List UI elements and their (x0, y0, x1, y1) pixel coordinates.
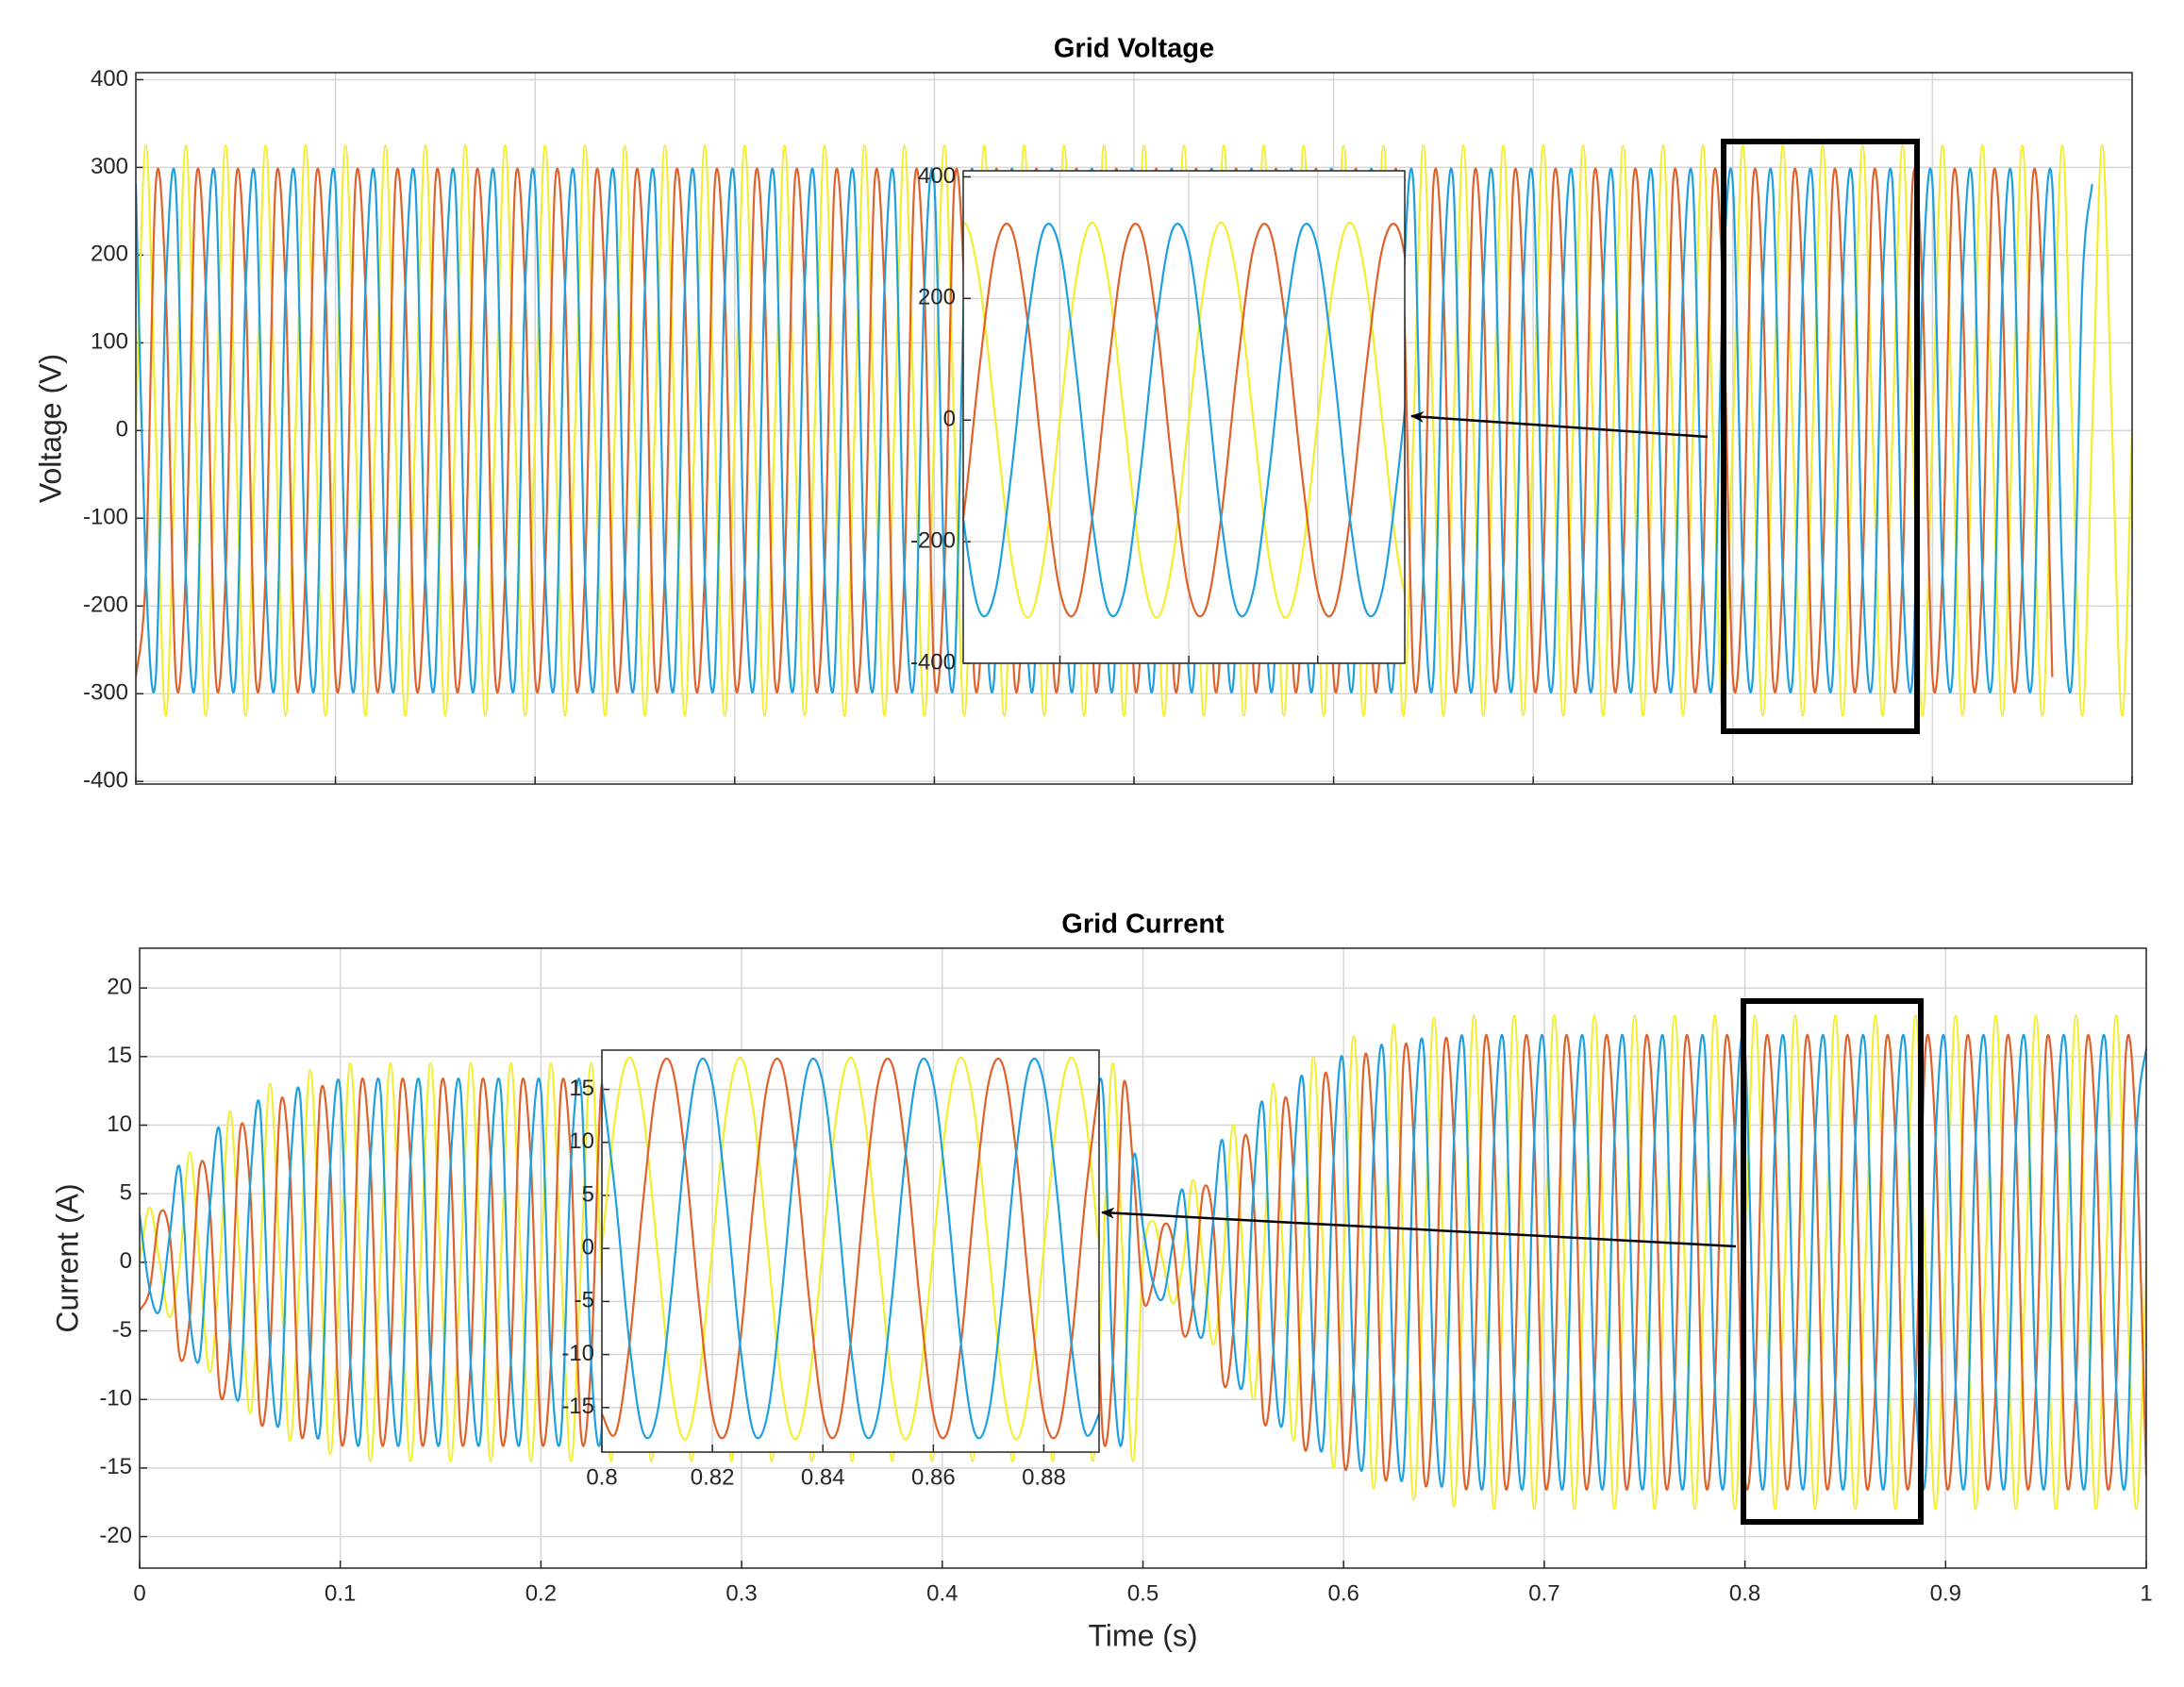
axes-frame (135, 72, 2133, 785)
y-tick-label: -200 (83, 593, 128, 618)
axes-frame (962, 170, 1406, 664)
x-tick-label: 0.8 (1729, 1580, 1760, 1606)
y-tick-label: -300 (83, 680, 128, 706)
axes-frame (601, 1049, 1100, 1453)
annotations (1101, 139, 1924, 1525)
x-tick-label: 0.9 (1930, 1580, 1961, 1606)
inset-plot: -400 -200 0 200 400 (910, 163, 1406, 675)
series-line (602, 1056, 1099, 1441)
zoom-region (1741, 998, 1924, 1525)
y-tick-label: 5 (582, 1181, 594, 1207)
y-tick-label: 0 (943, 407, 956, 432)
series-line (140, 1033, 2146, 1491)
y-tick-label: 0 (116, 417, 128, 443)
y-tick-label: -10 (561, 1341, 594, 1366)
x-tick-label: 0.2 (525, 1580, 557, 1606)
series-line (602, 1058, 1099, 1440)
y-tick-label: -10 (99, 1386, 132, 1411)
x-tick-label: 0.5 (1127, 1580, 1159, 1606)
y-tick-label: 400 (918, 163, 956, 189)
zoom-arrow (1410, 410, 1709, 439)
x-tick-label: 0.8 (586, 1464, 617, 1490)
x-tick-label: 0 (133, 1580, 145, 1606)
y-tick-label: 15 (107, 1043, 132, 1068)
y-tick-label: 10 (569, 1128, 594, 1154)
plot-area (602, 1050, 1099, 1452)
series-line (963, 223, 1405, 618)
x-tick-label: 0.1 (325, 1580, 356, 1606)
series-line (136, 167, 2093, 693)
y-tick-label: -20 (99, 1523, 132, 1548)
chart-title: Grid Voltage (1054, 34, 1214, 64)
x-tick-label: 0.4 (926, 1580, 958, 1606)
y-axis-label: Voltage (V) (33, 354, 67, 503)
inset-plot: -15 -10 -5 0 5 10 15 0.8 0.82 0.84 0.86 0.88 (561, 1049, 1100, 1490)
series-line (602, 1058, 1099, 1440)
y-tick-label: 0 (120, 1248, 132, 1274)
y-tick-label: -15 (561, 1394, 594, 1419)
x-tick-label: 1 (2140, 1580, 2152, 1606)
zoom-arrow (1101, 1207, 1737, 1248)
x-tick-label: 0.7 (1528, 1580, 1559, 1606)
y-tick-label: 200 (918, 285, 956, 310)
axes-frame (139, 947, 2147, 1569)
x-axis-label: Time (s) (1088, 1618, 1197, 1652)
chart-title: Grid Current (1061, 910, 1225, 940)
y-tick-label: 200 (91, 242, 128, 267)
series-line (963, 223, 1405, 618)
y-tick-label: 5 (120, 1180, 132, 1206)
x-tick-label: 0.88 (1022, 1464, 1066, 1490)
x-tick-label: 0.6 (1328, 1580, 1359, 1606)
series-line (140, 1014, 2146, 1511)
y-tick-label: 100 (91, 329, 128, 355)
y-tick-label: -400 (910, 649, 956, 675)
y-tick-label: -15 (99, 1454, 132, 1479)
y-tick-label: -100 (83, 505, 128, 530)
y-tick-label: 15 (569, 1076, 594, 1101)
y-tick-label: 400 (91, 66, 128, 92)
x-tick-label: 0.3 (725, 1580, 757, 1606)
x-tick-label: 0.82 (691, 1464, 735, 1490)
y-tick-label: 20 (107, 974, 132, 999)
x-tick-label: 0.84 (801, 1464, 845, 1490)
y-tick-label: 300 (91, 154, 128, 179)
y-tick-label: -200 (910, 527, 956, 553)
y-axis-label: Current (A) (50, 1183, 84, 1332)
series-line (963, 221, 1405, 619)
zoom-region (1721, 139, 1920, 734)
y-tick-label: -400 (83, 768, 128, 793)
y-tick-label: 10 (107, 1111, 132, 1137)
series-line (136, 167, 2054, 693)
x-tick-label: 0.86 (911, 1464, 956, 1490)
y-tick-label: -5 (112, 1317, 132, 1343)
y-tick-label: 0 (582, 1235, 594, 1261)
y-tick-label: -5 (575, 1288, 594, 1313)
